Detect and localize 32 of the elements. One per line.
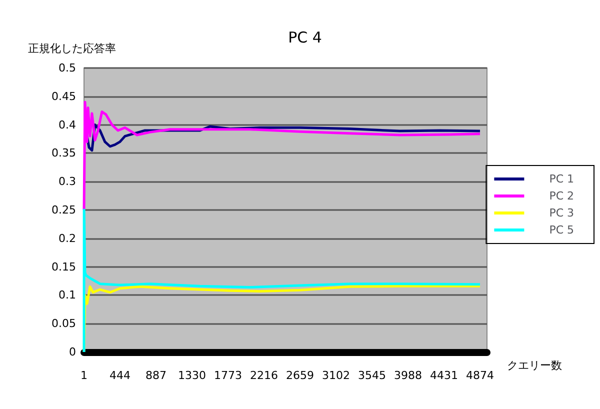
x-tick-label: 4431 (430, 369, 458, 382)
y-tick-label: 0.3 (58, 175, 76, 188)
x-tick-label: 2659 (286, 369, 314, 382)
y-tick-label: 0.5 (58, 62, 76, 74)
legend-label: PC 3 (549, 206, 574, 220)
y-tick-label: 0.35 (52, 146, 76, 160)
x-tick-label: 3988 (394, 369, 422, 382)
y-tick-label: 0.45 (52, 90, 76, 103)
chart-title: PC 4 (288, 28, 322, 46)
y-tick-label: 0 (69, 346, 76, 358)
legend-label: PC 1 (549, 172, 574, 186)
y-tick-label: 0.1 (58, 288, 76, 302)
y-tick-label: 0.05 (52, 317, 76, 330)
x-tick-label: 4874 (466, 369, 494, 382)
legend-label: PC 2 (549, 190, 574, 202)
x-tick-label: 3102 (322, 369, 350, 382)
x-tick-label: 3545 (358, 369, 386, 382)
y-axis-title: 正規化した応答率 (28, 42, 116, 55)
x-axis-title: クエリー数 (507, 359, 562, 372)
x-tick-label: 444 (110, 369, 130, 382)
x-tick-label: 1330 (178, 369, 206, 382)
x-tick-label: 887 (146, 369, 166, 382)
x-tick-label: 1 (80, 369, 88, 382)
x-tick-label: 2216 (250, 369, 278, 382)
line-series (82, 208, 482, 354)
x-tick-label: 1773 (214, 369, 242, 382)
y-tick-label: 0.25 (52, 204, 76, 216)
y-tick-label: 0.4 (58, 118, 76, 132)
y-tick-label: 0.15 (52, 260, 76, 274)
y-tick-label: 0.2 (58, 232, 76, 245)
legend-label: PC 5 (549, 224, 574, 236)
line-series (82, 100, 482, 212)
